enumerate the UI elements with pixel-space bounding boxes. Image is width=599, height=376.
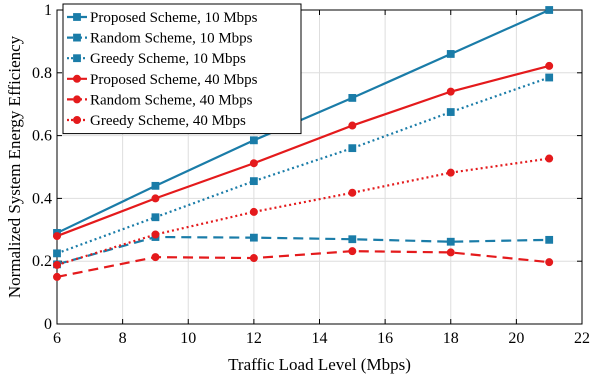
data-point <box>249 233 258 242</box>
data-point <box>446 168 455 177</box>
series-line <box>56 76 550 255</box>
y-tick-label: 0.6 <box>32 128 52 145</box>
legend-entry: Random Scheme, 40 Mbps <box>67 92 253 108</box>
data-point <box>348 121 357 130</box>
legend-marker <box>73 13 81 21</box>
legend-marker <box>73 33 81 42</box>
data-point <box>446 108 455 116</box>
data-point <box>446 248 455 257</box>
x-tick-label: 18 <box>443 330 459 347</box>
y-tick-label: 0.4 <box>32 190 52 207</box>
data-point <box>446 237 455 246</box>
series-4 <box>53 61 554 241</box>
data-point <box>249 159 258 168</box>
data-point <box>348 144 357 153</box>
legend-label: Greedy Scheme, 10 Mbps <box>90 51 246 67</box>
y-tick-label: 0.8 <box>32 65 52 82</box>
data-point <box>53 232 62 241</box>
data-point <box>151 194 160 203</box>
legend-label: Proposed Scheme, 40 Mbps <box>90 72 258 88</box>
series-3 <box>53 73 554 258</box>
x-tick-label: 16 <box>377 330 393 347</box>
series-line <box>56 250 550 278</box>
data-point <box>348 94 357 102</box>
data-point <box>545 258 554 267</box>
legend-entry: Greedy Scheme, 40 Mbps <box>67 113 246 129</box>
data-point <box>53 249 61 258</box>
legend-label: Proposed Scheme, 10 Mbps <box>90 10 258 26</box>
data-point <box>151 213 160 222</box>
axis-ticks: 6 8 10 12 14 16 18 20 22 0 0.2 0.4 0.6 0.8 1 <box>32 2 590 347</box>
data-point <box>348 247 357 256</box>
y-tick-label: 0.2 <box>32 253 52 270</box>
legend-label: Random Scheme, 10 Mbps <box>90 31 253 47</box>
data-point <box>249 136 258 145</box>
x-tick-label: 20 <box>508 330 524 347</box>
series-line <box>56 64 550 238</box>
y-tick-label: 0 <box>44 316 52 333</box>
legend-entry: Greedy Scheme, 10 Mbps <box>67 51 246 67</box>
legend-marker <box>73 116 82 125</box>
legend-marker <box>73 74 82 83</box>
data-point <box>249 254 258 263</box>
x-tick-label: 10 <box>180 330 196 347</box>
legend-marker <box>73 54 81 63</box>
legend-box <box>62 3 302 135</box>
series-line <box>56 157 550 267</box>
data-point <box>446 50 455 58</box>
x-tick-label: 14 <box>312 330 328 347</box>
data-point <box>249 177 258 186</box>
x-tick-label: 22 <box>574 330 590 347</box>
series-line <box>56 235 550 266</box>
y-tick-label: 1 <box>44 2 52 19</box>
data-point <box>53 260 62 269</box>
data-point <box>545 154 554 163</box>
x-axis-title: Traffic Load Level (Mbps) <box>228 355 411 374</box>
data-point <box>545 6 554 14</box>
data-point <box>151 253 160 262</box>
data-point <box>545 235 554 244</box>
data-point <box>151 181 160 190</box>
legend: Proposed Scheme, 10 Mbps Random Scheme, 1… <box>62 3 302 135</box>
x-tick-label: 12 <box>246 330 262 347</box>
data-point <box>348 188 357 197</box>
legend-entry: Random Scheme, 10 Mbps <box>67 31 253 47</box>
series-group <box>53 6 554 281</box>
legend-label: Greedy Scheme, 40 Mbps <box>90 113 246 129</box>
x-tick-label: 6 <box>53 330 61 347</box>
series-line <box>56 8 550 234</box>
data-point <box>348 235 357 244</box>
y-axis-title: Normalized System Energy Efficiency <box>5 35 24 298</box>
data-point <box>446 87 455 96</box>
series-6 <box>53 154 554 269</box>
data-point <box>545 61 554 70</box>
data-point <box>249 207 258 216</box>
data-point <box>545 73 554 82</box>
legend-entry: Proposed Scheme, 40 Mbps <box>67 72 258 88</box>
legend-label: Random Scheme, 40 Mbps <box>90 92 253 108</box>
legend-entry: Proposed Scheme, 10 Mbps <box>67 10 258 26</box>
data-point <box>151 230 160 239</box>
data-point <box>53 272 62 281</box>
series-5 <box>53 247 554 281</box>
x-tick-label: 8 <box>119 330 127 347</box>
legend-marker <box>73 95 82 104</box>
